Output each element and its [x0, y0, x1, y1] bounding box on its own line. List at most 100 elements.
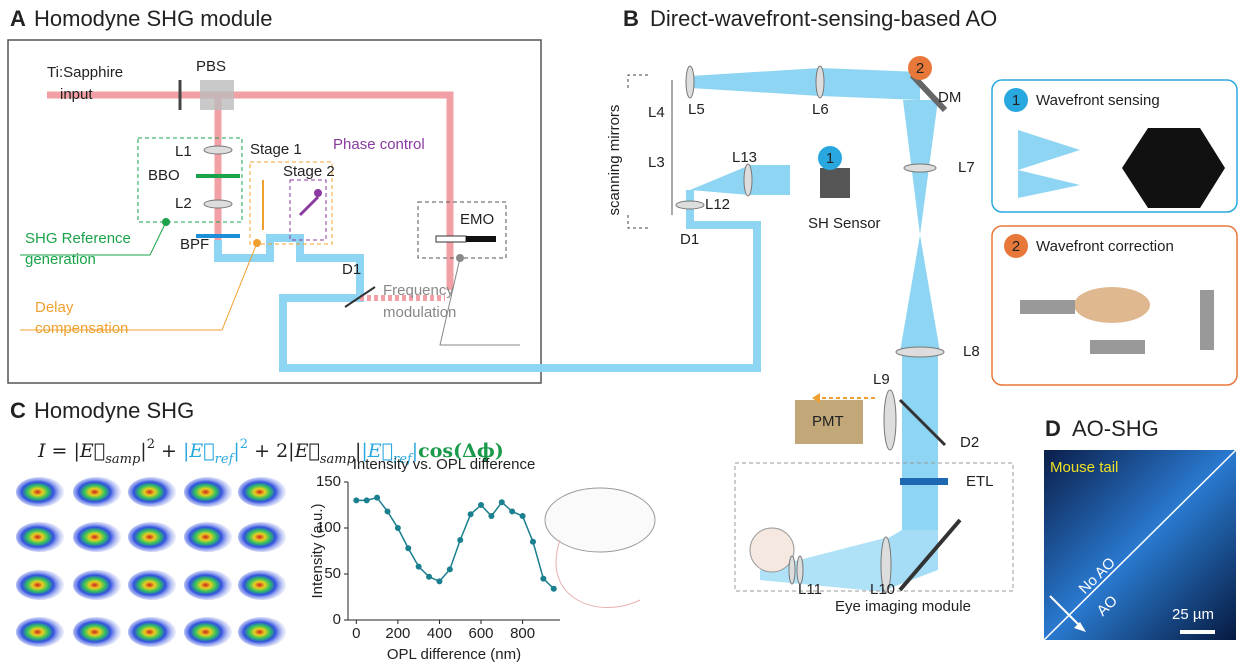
- beam-profile: [16, 522, 64, 552]
- eq-part: samp: [320, 452, 356, 467]
- marker-label: 2: [1012, 238, 1020, 255]
- beam-profile: [128, 617, 176, 647]
- label: D1: [680, 231, 699, 248]
- y-tick-label: 50: [324, 565, 341, 582]
- label: Phase control: [333, 136, 425, 153]
- label: DM: [938, 89, 961, 106]
- data-point: [405, 545, 411, 551]
- beam-profile: [73, 570, 121, 600]
- panel-letter: B: [623, 6, 639, 31]
- beam-profile: [184, 477, 232, 507]
- label: Frequency: [383, 282, 454, 299]
- data-point: [416, 564, 422, 570]
- y-tick-label: 150: [316, 473, 341, 490]
- label: L2: [175, 195, 192, 212]
- label: Delay: [35, 299, 74, 316]
- eq-part: 2: [147, 437, 155, 452]
- x-tick-label: 0: [352, 625, 360, 642]
- label: L7: [958, 159, 975, 176]
- chart-title: Intensity vs. OPL difference: [353, 456, 536, 473]
- panel-letter: C: [10, 398, 26, 423]
- eq-part: samp: [105, 452, 141, 467]
- data-point: [447, 566, 453, 572]
- label: L3: [648, 154, 665, 171]
- label: BPF: [180, 236, 209, 253]
- beam-profile: [128, 570, 176, 600]
- beam-profile: [73, 477, 121, 507]
- label: D2: [960, 434, 979, 451]
- label: PMT: [812, 413, 844, 430]
- data-point: [499, 499, 505, 505]
- panel-title: AO-SHG: [1072, 416, 1159, 441]
- label: Stage 1: [250, 141, 302, 158]
- data-point: [364, 497, 370, 503]
- label: generation: [25, 251, 96, 268]
- beam-profile: [73, 522, 121, 552]
- marker-label: 2: [916, 60, 924, 77]
- label: L8: [963, 343, 980, 360]
- marker-label: 1: [826, 150, 834, 167]
- x-axis-label: OPL difference (nm): [387, 646, 521, 663]
- data-point: [520, 513, 526, 519]
- label: compensation: [35, 320, 128, 337]
- eq-part: E⃗: [294, 440, 320, 462]
- beam-profile: [238, 617, 286, 647]
- label: Eye imaging module: [835, 598, 971, 615]
- x-tick-label: 600: [469, 625, 494, 642]
- label: SHG Reference: [25, 230, 131, 247]
- label: Mouse tail: [1050, 459, 1118, 476]
- inset-title: Wavefront sensing: [1036, 92, 1160, 109]
- label: L11: [798, 581, 822, 598]
- data-point: [395, 525, 401, 531]
- label: L9: [873, 371, 890, 388]
- label: L5: [688, 101, 705, 118]
- beam-profiles: [16, 477, 286, 647]
- beam-profile: [184, 522, 232, 552]
- x-tick-label: 800: [510, 625, 535, 642]
- label: scanning mirrors: [606, 105, 623, 216]
- panel-letter: A: [10, 6, 26, 31]
- beam-profile: [238, 522, 286, 552]
- data-point: [468, 511, 474, 517]
- beam-profile: [238, 477, 286, 507]
- data-point: [478, 502, 484, 508]
- data-point: [374, 495, 380, 501]
- label: 25 µm: [1172, 606, 1214, 623]
- label: L13: [732, 149, 757, 166]
- data-point: [436, 578, 442, 584]
- data-point: [426, 574, 432, 580]
- label: modulation: [383, 304, 456, 321]
- beam-profile: [238, 570, 286, 600]
- label: EMO: [460, 211, 494, 228]
- label: L4: [648, 104, 665, 121]
- label: PBS: [196, 58, 226, 75]
- beam-paths: [20, 80, 757, 368]
- data-point: [540, 576, 546, 582]
- label: BBO: [148, 167, 180, 184]
- figure: A Homodyne SHG module Ti:Sapphire input …: [0, 0, 1251, 663]
- y-tick-label: 0: [333, 611, 341, 628]
- data-point: [488, 513, 494, 519]
- panel-title: Direct-wavefront-sensing-based AO: [650, 6, 997, 31]
- data-point: [551, 586, 557, 592]
- x-tick-label: 400: [427, 625, 452, 642]
- label: L1: [175, 143, 192, 160]
- panel-title: Homodyne SHG module: [34, 6, 272, 31]
- label: Ti:Sapphire: [47, 64, 123, 81]
- inset-title: Wavefront correction: [1036, 238, 1174, 255]
- data-point: [457, 537, 463, 543]
- beam-profile: [128, 477, 176, 507]
- label: L12: [705, 196, 730, 213]
- label: input: [60, 86, 93, 103]
- panel-title: Homodyne SHG: [34, 398, 194, 423]
- marker-label: 1: [1012, 92, 1020, 109]
- data-point: [509, 508, 515, 514]
- beam-profile: [128, 522, 176, 552]
- data-point: [353, 497, 359, 503]
- beam-profile: [16, 570, 64, 600]
- data-point: [384, 508, 390, 514]
- eq-part: E⃗: [79, 440, 105, 462]
- beam-profile: [16, 617, 64, 647]
- y-axis-label: Intensity (a.u.): [309, 503, 326, 598]
